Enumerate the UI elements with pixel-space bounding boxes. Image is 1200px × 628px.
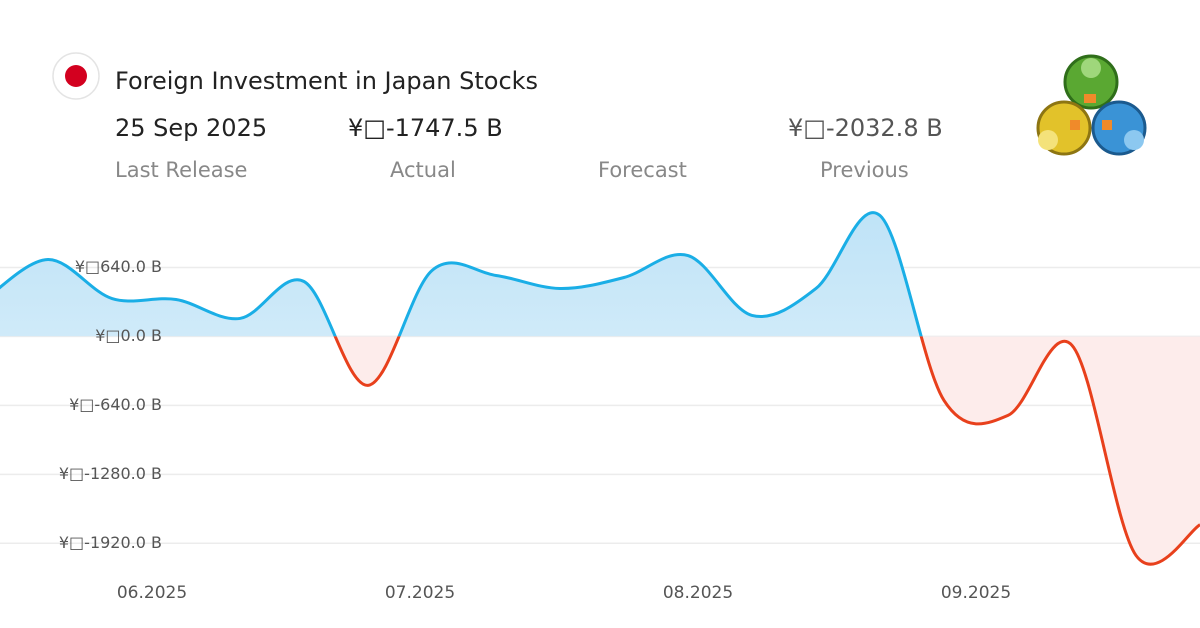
area-negative [335,336,1200,565]
actual-value: ¥□-1747.5 B [348,114,503,142]
y-tick-label: ¥□-1920.0 B [59,533,162,552]
x-tick-label: 07.2025 [385,583,455,603]
y-tick-label: ¥□0.0 B [95,326,162,345]
y-tick-label: ¥□-640.0 B [69,395,162,414]
release-date: 25 Sep 2025 [115,114,267,142]
flag [65,65,87,87]
line-positive [0,211,923,337]
area-positive [0,212,1200,337]
title: Foreign Investment in Japan Stocks [115,67,538,95]
x-tick-label: 08.2025 [663,583,733,603]
label: Actual [390,158,456,182]
line-negative [333,336,1200,566]
y-tick-label: ¥□-1280.0 B [59,464,162,483]
x-tick-label: 09.2025 [941,583,1011,603]
label: Previous [820,158,909,182]
previous-value: ¥□-2032.8 B [788,114,943,142]
x-tick-label: 06.2025 [117,583,187,603]
logo [1036,54,1147,156]
y-tick-label: ¥□640.0 B [75,257,162,276]
label: Forecast [598,158,687,182]
label: Last Release [115,158,247,182]
